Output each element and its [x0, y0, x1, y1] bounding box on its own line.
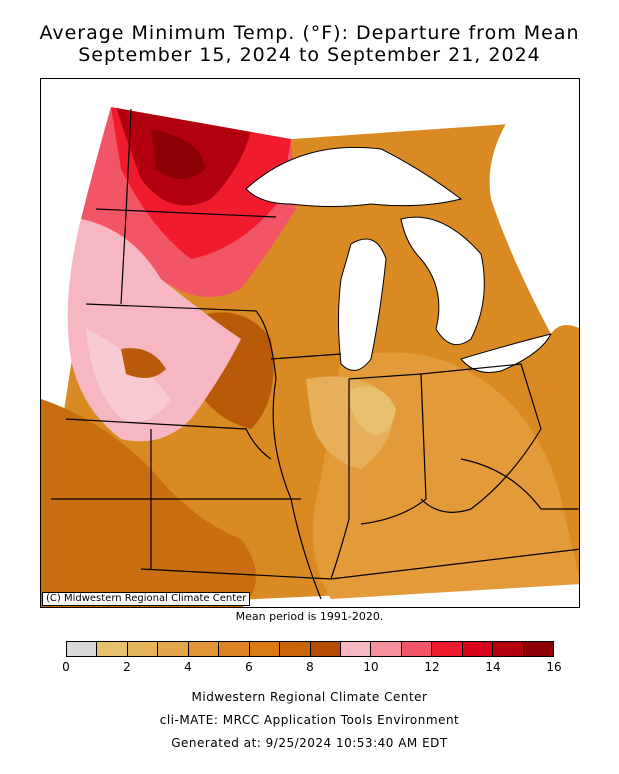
- legend-tick-label: 6: [245, 660, 253, 674]
- outside-north-canada: [111, 79, 579, 139]
- legend-tick-label: 8: [306, 660, 314, 674]
- legend-swatch: [493, 642, 524, 656]
- legend-swatch: [340, 642, 372, 656]
- legend-tick-label: 0: [62, 660, 70, 674]
- outside-east: [489, 79, 579, 334]
- legend-tick-label: 4: [184, 660, 192, 674]
- lake-superior: [245, 146, 463, 207]
- legend-tick-label: 10: [363, 660, 379, 674]
- zone-pink-light: [86, 329, 171, 422]
- temperature-map: [41, 79, 579, 607]
- map-panel: (C) Midwestern Regional Climate Center: [40, 78, 580, 608]
- legend-tick-label: 16: [546, 660, 562, 674]
- legend-swatch: [310, 642, 341, 656]
- legend-swatch: [462, 642, 494, 656]
- footer-tool: cli-MATE: MRCC Application Tools Environ…: [159, 713, 460, 727]
- mean-period-note: Mean period is 1991-2020.: [235, 610, 384, 623]
- legend-tick-label: 2: [123, 660, 131, 674]
- legend-swatch: [432, 642, 463, 656]
- footer-generated: Generated at: 9/25/2024 10:53:40 AM EDT: [171, 736, 448, 750]
- zone-tan-indiana: [350, 386, 396, 435]
- legend-swatch: [158, 642, 189, 656]
- map-credit: (C) Midwestern Regional Climate Center: [42, 592, 251, 606]
- zone-dark-in-pink: [121, 348, 166, 378]
- legend-swatch: [523, 642, 553, 656]
- zone-dark-orange-west: [41, 399, 256, 607]
- legend-swatch: [188, 642, 220, 656]
- lake-huron: [400, 216, 485, 346]
- legend-swatch: [67, 642, 98, 656]
- lake-michigan: [338, 238, 387, 371]
- legend-swatch: [219, 642, 250, 656]
- legend-swatch: [127, 642, 159, 656]
- map-title: Average Minimum Temp. (°F): Departure fr…: [39, 22, 580, 44]
- footer-org: Midwestern Regional Climate Center: [191, 690, 428, 704]
- map-date-range: September 15, 2024 to September 21, 2024: [78, 44, 541, 66]
- legend-swatch: [249, 642, 281, 656]
- legend-swatch: [280, 642, 311, 656]
- legend-tick-label: 14: [485, 660, 501, 674]
- legend-swatch: [371, 642, 402, 656]
- zone-darkest-red: [151, 129, 206, 179]
- legend-swatch: [97, 642, 128, 656]
- color-legend: [66, 641, 554, 657]
- state-boundaries: [51, 108, 579, 600]
- lake-erie: [460, 333, 552, 373]
- legend-swatch: [401, 642, 433, 656]
- legend-tick-label: 12: [424, 660, 440, 674]
